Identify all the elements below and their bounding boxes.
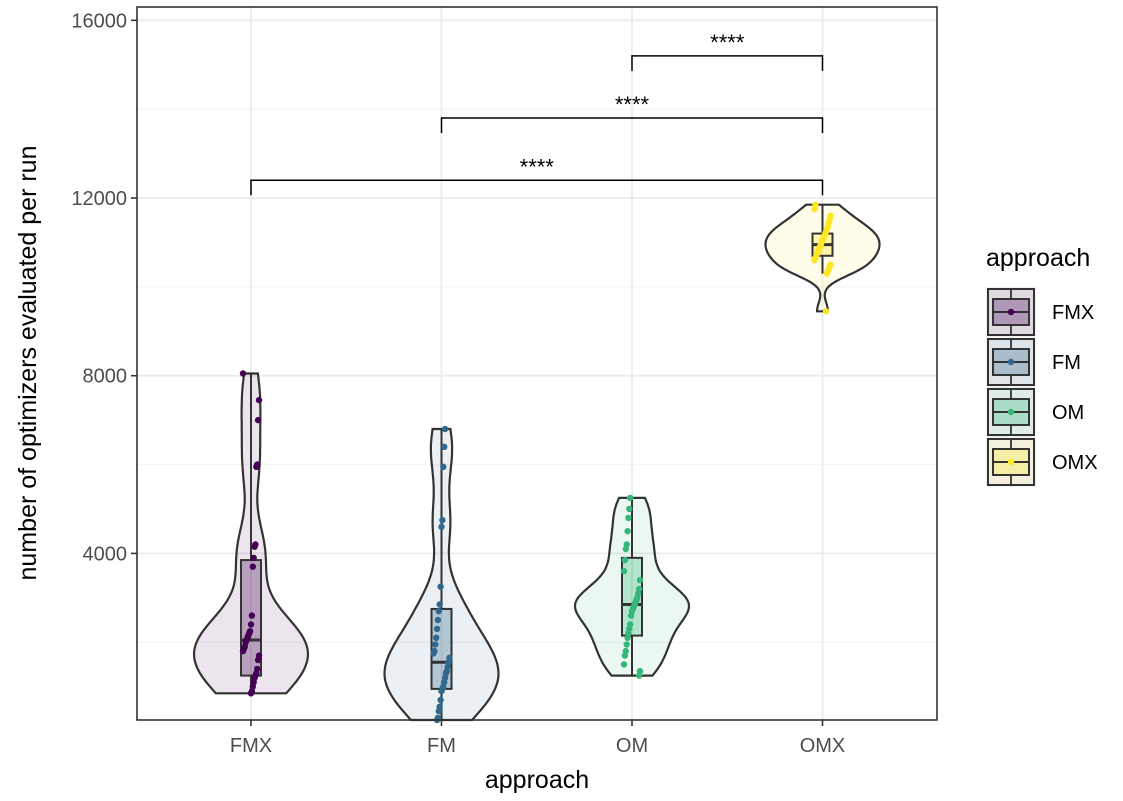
point-om [621,652,629,659]
point-fmx [253,463,260,470]
x-tick-label: FM [427,735,456,757]
point-fmx [250,554,257,562]
point-fmx [249,563,256,570]
x-tick-label: OMX [800,735,846,757]
y-tick-label: 16000 [71,10,127,32]
legend: approach FMX FM OM OMX [986,244,1098,487]
point-omx [822,308,830,315]
point-om [621,556,629,564]
point-om [627,612,635,619]
point-fm [438,523,445,530]
point-fm [433,625,441,633]
point-fmx [254,416,262,424]
significance-bracket [250,179,824,196]
point-fm [437,696,444,704]
point-omx [811,205,818,213]
significance-label: **** [615,92,650,117]
point-fm [435,608,442,615]
point-fm [441,425,449,433]
point-omx [823,270,831,277]
legend-key-point [1007,308,1015,316]
point-om [626,505,633,513]
legend-label: OMX [1052,452,1098,474]
gridlines [137,7,937,720]
legend-title: approach [986,244,1090,272]
data-points [239,201,834,724]
significance-bracket [631,55,824,71]
legend-item-fmx: FMX [986,287,1094,337]
y-tick-label: 4000 [83,543,128,565]
point-fm [436,601,443,608]
point-fmx [247,690,255,697]
point-fm [435,707,442,715]
point-fm [434,616,442,624]
significance-bracket [440,117,824,134]
point-fm [440,463,447,470]
point-om [625,514,632,522]
x-axis-title: approach [485,766,589,794]
point-fm [437,583,444,590]
legend-item-fm: FM [986,337,1081,387]
axes: 4000 8000 12000 16000 FMX FM OM OMX [71,10,845,757]
legend-label: FM [1052,352,1081,374]
legend-key-point [1007,358,1015,366]
point-om [636,576,644,584]
significance-label: **** [710,30,745,55]
point-fmx [255,396,263,404]
point-fmx [247,621,255,628]
y-axis-title: number of optimizers evaluated per run [14,146,42,581]
point-fmx [251,543,258,550]
point-om [622,545,629,553]
legend-key-point [1007,408,1015,416]
significance-annotations: **** **** **** [250,30,824,196]
point-omx [811,257,818,264]
plot-panel-border [136,6,938,721]
significance-label: **** [520,154,555,179]
point-fm [430,650,437,657]
point-fm [441,443,448,450]
point-om [624,634,631,641]
y-tick-label: 8000 [83,366,128,388]
x-tick-label: FMX [230,735,272,757]
point-fm [433,634,440,641]
point-om [624,528,631,535]
plot-panel [137,7,937,720]
point-fm [439,516,446,524]
point-om [623,641,630,648]
legend-item-omx: OMX [986,437,1098,487]
point-om [627,494,634,502]
point-om [620,661,628,668]
box-om [621,556,643,637]
point-fm [432,641,439,648]
point-fmx [239,370,247,377]
legend-key-point [1007,458,1015,466]
x-tick-label: OM [616,735,648,757]
point-fmx [248,612,256,619]
legend-item-om: OM [986,387,1084,437]
point-fmx [254,656,262,664]
point-om [635,672,643,679]
point-fm [438,687,445,695]
legend-label: FMX [1052,302,1094,324]
y-tick-label: 12000 [71,188,127,210]
point-om [620,568,628,575]
violin-om [573,496,691,677]
legend-label: OM [1052,402,1084,424]
point-fmx [239,647,247,655]
